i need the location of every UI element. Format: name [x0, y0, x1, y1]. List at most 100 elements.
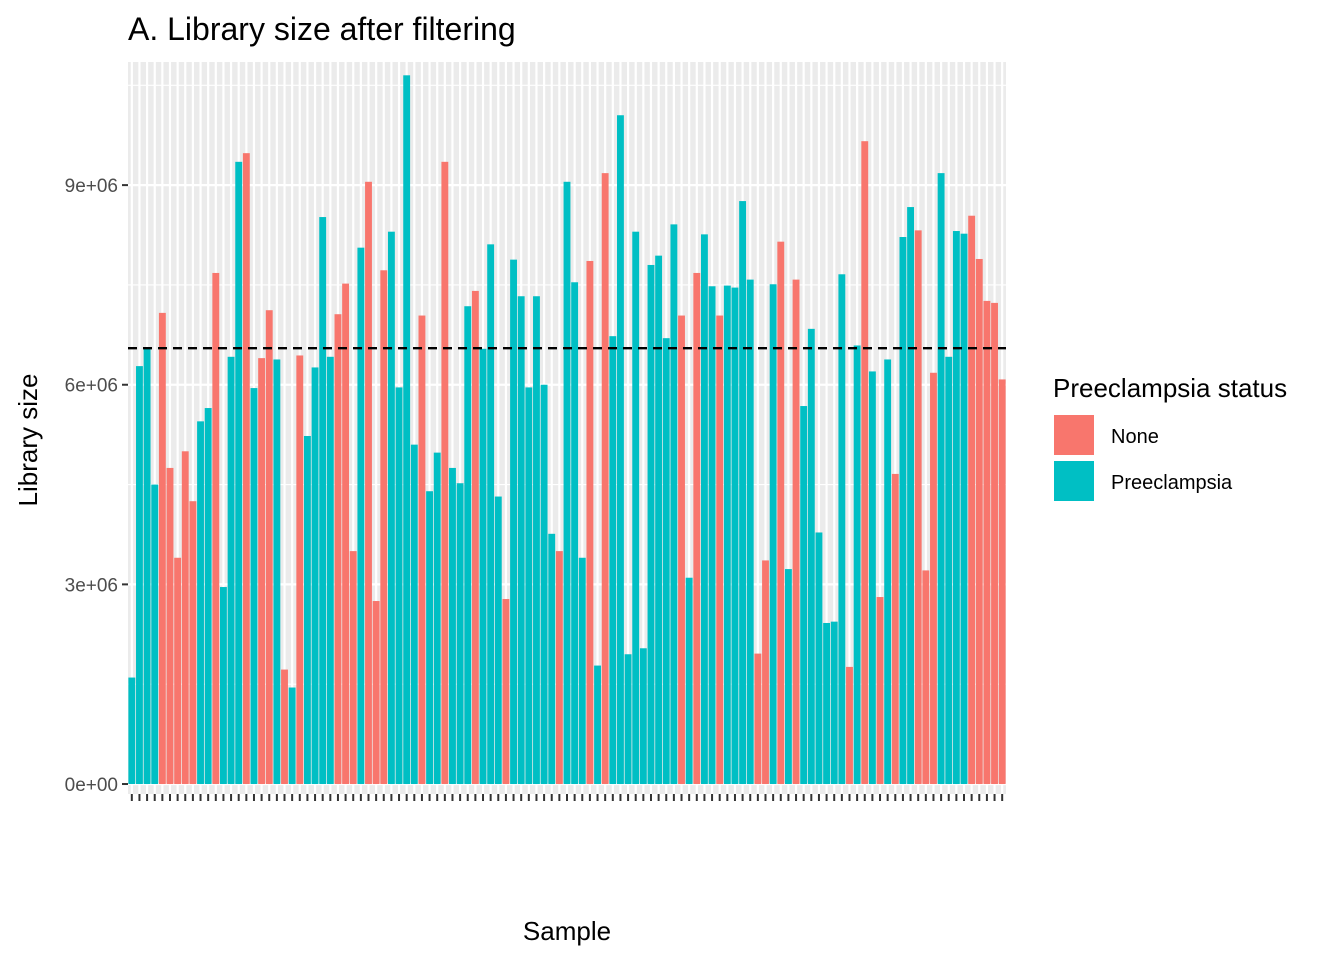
bar-111	[968, 215, 976, 785]
bar-22	[288, 687, 296, 785]
chart-title: A. Library size after filtering	[128, 11, 516, 47]
bar-20	[273, 359, 281, 785]
bar-82	[746, 279, 754, 785]
bar-109	[952, 231, 960, 785]
bar-75	[693, 272, 701, 785]
bar-39	[418, 315, 426, 785]
y-tick-label: 9e+06	[65, 176, 118, 197]
bar-15	[235, 161, 243, 785]
legend-key-none	[1052, 413, 1096, 457]
bar-7	[174, 557, 182, 785]
bar-79	[723, 285, 731, 785]
bar-17	[250, 388, 258, 785]
bar-78	[716, 315, 724, 785]
bar-98	[868, 371, 876, 785]
bar-61	[586, 260, 594, 785]
bar-71	[662, 338, 670, 785]
bar-115	[998, 379, 1006, 785]
bar-27	[326, 356, 334, 785]
bar-83	[754, 653, 762, 785]
bar-16	[242, 153, 250, 785]
bar-11	[204, 408, 212, 785]
bar-50	[502, 599, 510, 785]
y-axis: 0e+00 3e+06 6e+06 9e+06	[65, 176, 128, 796]
bar-23	[296, 355, 304, 785]
bar-21	[281, 669, 288, 785]
bar-56	[548, 533, 556, 785]
y-axis-title: Library size	[13, 374, 43, 507]
bar-4	[151, 484, 159, 785]
bar-19	[265, 310, 273, 785]
bar-41	[433, 452, 441, 785]
bar-43	[449, 467, 456, 785]
bar-25	[311, 367, 319, 785]
bar-64	[609, 336, 617, 785]
legend: Preeclampsia status None Preeclampsia	[1052, 373, 1287, 503]
bar-97	[861, 141, 869, 785]
bar-48	[487, 244, 495, 785]
bar-107	[937, 173, 945, 785]
bar-32	[365, 181, 372, 785]
x-axis-title: Sample	[523, 916, 611, 946]
bar-26	[319, 217, 327, 785]
bar-57	[555, 551, 563, 785]
bar-85	[769, 284, 777, 785]
bar-110	[960, 233, 968, 785]
bar-52	[517, 296, 525, 785]
bar-35	[387, 231, 395, 785]
bar-88	[792, 279, 800, 785]
bar-112	[975, 258, 983, 785]
bar-63	[601, 173, 609, 785]
bar-90	[807, 328, 815, 785]
bar-34	[380, 270, 388, 785]
bar-9	[189, 501, 197, 785]
bar-102	[899, 237, 907, 785]
bar-6	[166, 467, 174, 785]
bar-94	[838, 274, 846, 785]
bar-103	[907, 207, 915, 785]
bar-65	[617, 115, 624, 785]
bar-44	[456, 483, 464, 785]
x-axis	[130, 794, 1004, 801]
bar-106	[930, 372, 937, 785]
bar-49	[494, 496, 502, 785]
bar-24	[303, 435, 311, 785]
bar-10	[197, 421, 204, 785]
bars	[128, 75, 1006, 785]
bar-54	[533, 296, 540, 785]
bar-67	[632, 231, 640, 785]
bar-86	[777, 241, 785, 785]
bar-80	[731, 287, 739, 785]
bar-66	[624, 654, 632, 785]
bar-105	[922, 570, 930, 785]
bar-89	[800, 406, 808, 785]
bar-14	[227, 356, 235, 785]
bar-40	[426, 491, 434, 785]
y-tick-label: 0e+00	[65, 775, 118, 796]
bar-58	[563, 181, 571, 785]
bar-101	[891, 473, 899, 785]
bar-99	[876, 597, 884, 785]
bar-91	[815, 532, 823, 785]
y-tick-label: 6e+06	[65, 376, 118, 397]
bar-62	[594, 665, 601, 785]
bar-37	[403, 75, 411, 785]
bar-74	[685, 577, 693, 785]
bar-55	[540, 384, 548, 785]
bar-70	[655, 255, 663, 785]
bar-81	[739, 201, 747, 785]
bar-92	[823, 622, 831, 785]
bar-33	[372, 601, 380, 785]
bar-1	[128, 677, 136, 785]
y-tick-label: 3e+06	[65, 575, 118, 596]
bar-100	[884, 359, 892, 785]
bar-68	[639, 648, 647, 785]
bar-104	[914, 230, 922, 785]
bar-47	[479, 348, 487, 785]
bar-93	[830, 621, 838, 785]
bar-36	[395, 387, 403, 785]
bar-95	[846, 666, 853, 785]
bar-96	[853, 345, 861, 785]
bar-113	[983, 300, 991, 785]
bar-46	[471, 290, 479, 785]
